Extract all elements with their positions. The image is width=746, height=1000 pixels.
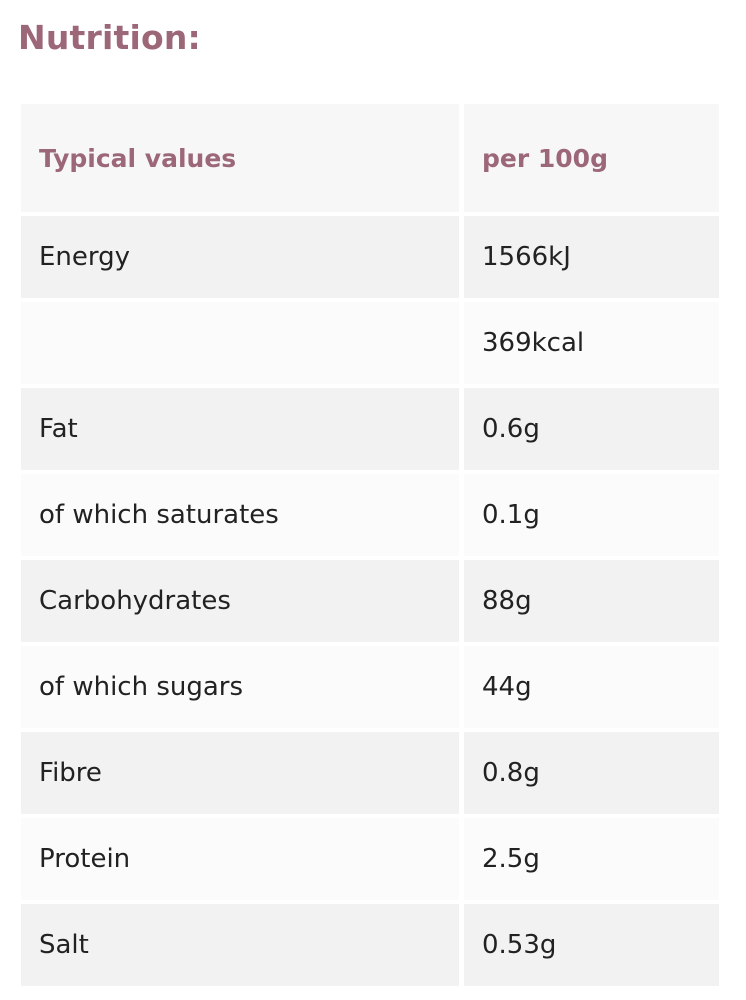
value-cell: 1566kJ [464, 216, 719, 298]
label-cell: of which sugars [21, 646, 459, 728]
value-cell: 0.8g [464, 732, 719, 814]
label-cell: Energy [21, 216, 459, 298]
value-cell: 369kcal [464, 302, 719, 384]
heading: Nutrition: [18, 18, 201, 57]
label-cell [21, 302, 459, 384]
value-cell: 0.1g [464, 474, 719, 556]
label-cell: of which saturates [21, 474, 459, 556]
header-cell: Typical values [21, 104, 459, 212]
value-cell: 2.5g [464, 818, 719, 900]
value-cell: 44g [464, 646, 719, 728]
label-cell: Fat [21, 388, 459, 470]
label-cell: Protein [21, 818, 459, 900]
value-cell: 0.6g [464, 388, 719, 470]
header-cell: per 100g [464, 104, 719, 212]
label-cell: Carbohydrates [21, 560, 459, 642]
value-cell: 0.53g [464, 904, 719, 986]
label-cell: Salt [21, 904, 459, 986]
value-cell: 88g [464, 560, 719, 642]
label-cell: Fibre [21, 732, 459, 814]
